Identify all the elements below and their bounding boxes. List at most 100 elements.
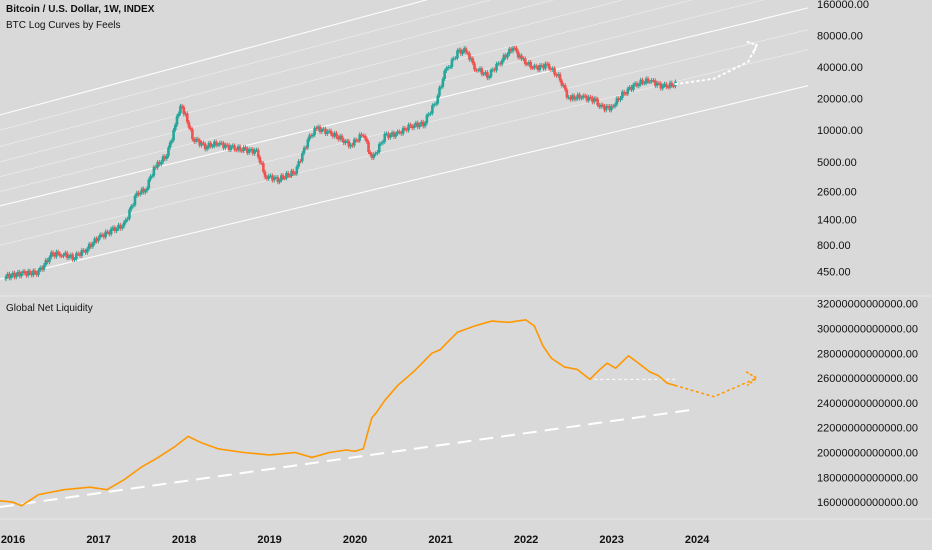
liquidity-value-tick: 28000000000000.00 [817,348,918,360]
candle [106,231,109,233]
candle [271,175,274,181]
candle [436,95,440,104]
candle [502,55,506,61]
candle [425,115,429,124]
candle [504,55,507,58]
candle [401,127,405,134]
candle [443,70,446,79]
candle [168,142,172,148]
candle [421,121,425,127]
candle [637,84,641,87]
candle [500,60,504,65]
candle [409,124,412,127]
time-axis-tick: 2019 [257,534,281,546]
candle [313,127,316,135]
candle [563,85,567,90]
candle [450,59,454,67]
candle [40,267,44,270]
candle [446,67,450,69]
candle [60,255,63,257]
candle [644,78,648,84]
btc-price-tick: 800.00 [817,240,851,252]
candle [46,259,49,263]
candle [224,144,227,149]
liquidity-title: Global Net Liquidity [6,303,93,314]
candle [448,66,452,68]
candle [387,133,390,138]
candle [445,68,448,71]
candle [399,132,403,134]
candle [383,133,387,142]
candle [626,88,630,94]
candle [459,49,463,54]
candle [542,65,545,69]
candle [340,135,344,140]
candle [529,62,533,68]
channel-band-6 [0,0,624,163]
candle [173,124,177,131]
candle [311,134,315,137]
candle [659,83,663,89]
candle [592,98,596,103]
channel-band-4 [0,0,765,192]
candle [58,253,62,256]
candle [117,224,120,229]
candle [596,99,599,106]
candle [196,138,200,141]
candle [55,251,58,257]
candle [562,85,565,87]
candle [131,205,135,207]
candle [508,48,511,55]
candle [468,53,471,60]
candle [362,135,365,137]
candle [606,106,610,108]
candle [473,63,476,70]
candle [9,275,13,279]
candle [187,122,191,128]
candle [405,129,409,131]
candle [297,161,300,167]
candle [182,106,186,115]
candle [69,254,73,257]
candle [333,132,336,137]
candle [498,63,502,65]
candle [544,63,547,69]
candle [345,140,349,142]
candle [301,153,304,162]
candle [78,253,82,256]
candle [265,177,269,179]
candle [286,173,290,176]
candle [431,105,434,114]
candle [344,141,347,144]
channel-bottom [0,85,809,280]
candle [469,58,473,60]
candle [587,96,591,101]
candle [318,126,322,132]
candle [352,139,356,146]
candle [412,125,416,128]
candle [622,91,626,94]
candle [666,86,670,88]
candle [145,188,149,191]
candle [475,69,478,71]
candle [534,65,538,67]
candle [165,155,169,159]
candle [304,147,308,149]
candle [315,127,318,129]
candle [374,153,377,155]
candle [520,55,523,60]
candle [545,63,549,65]
candle [42,264,46,270]
candle [583,95,587,97]
candle [4,276,8,280]
candle [111,227,115,229]
candle [665,83,668,87]
candle [35,272,39,275]
liquidity-line [0,319,676,507]
candle [249,149,253,151]
candle [540,65,544,67]
candle [461,51,464,54]
candle [179,105,182,114]
candle [11,272,15,276]
